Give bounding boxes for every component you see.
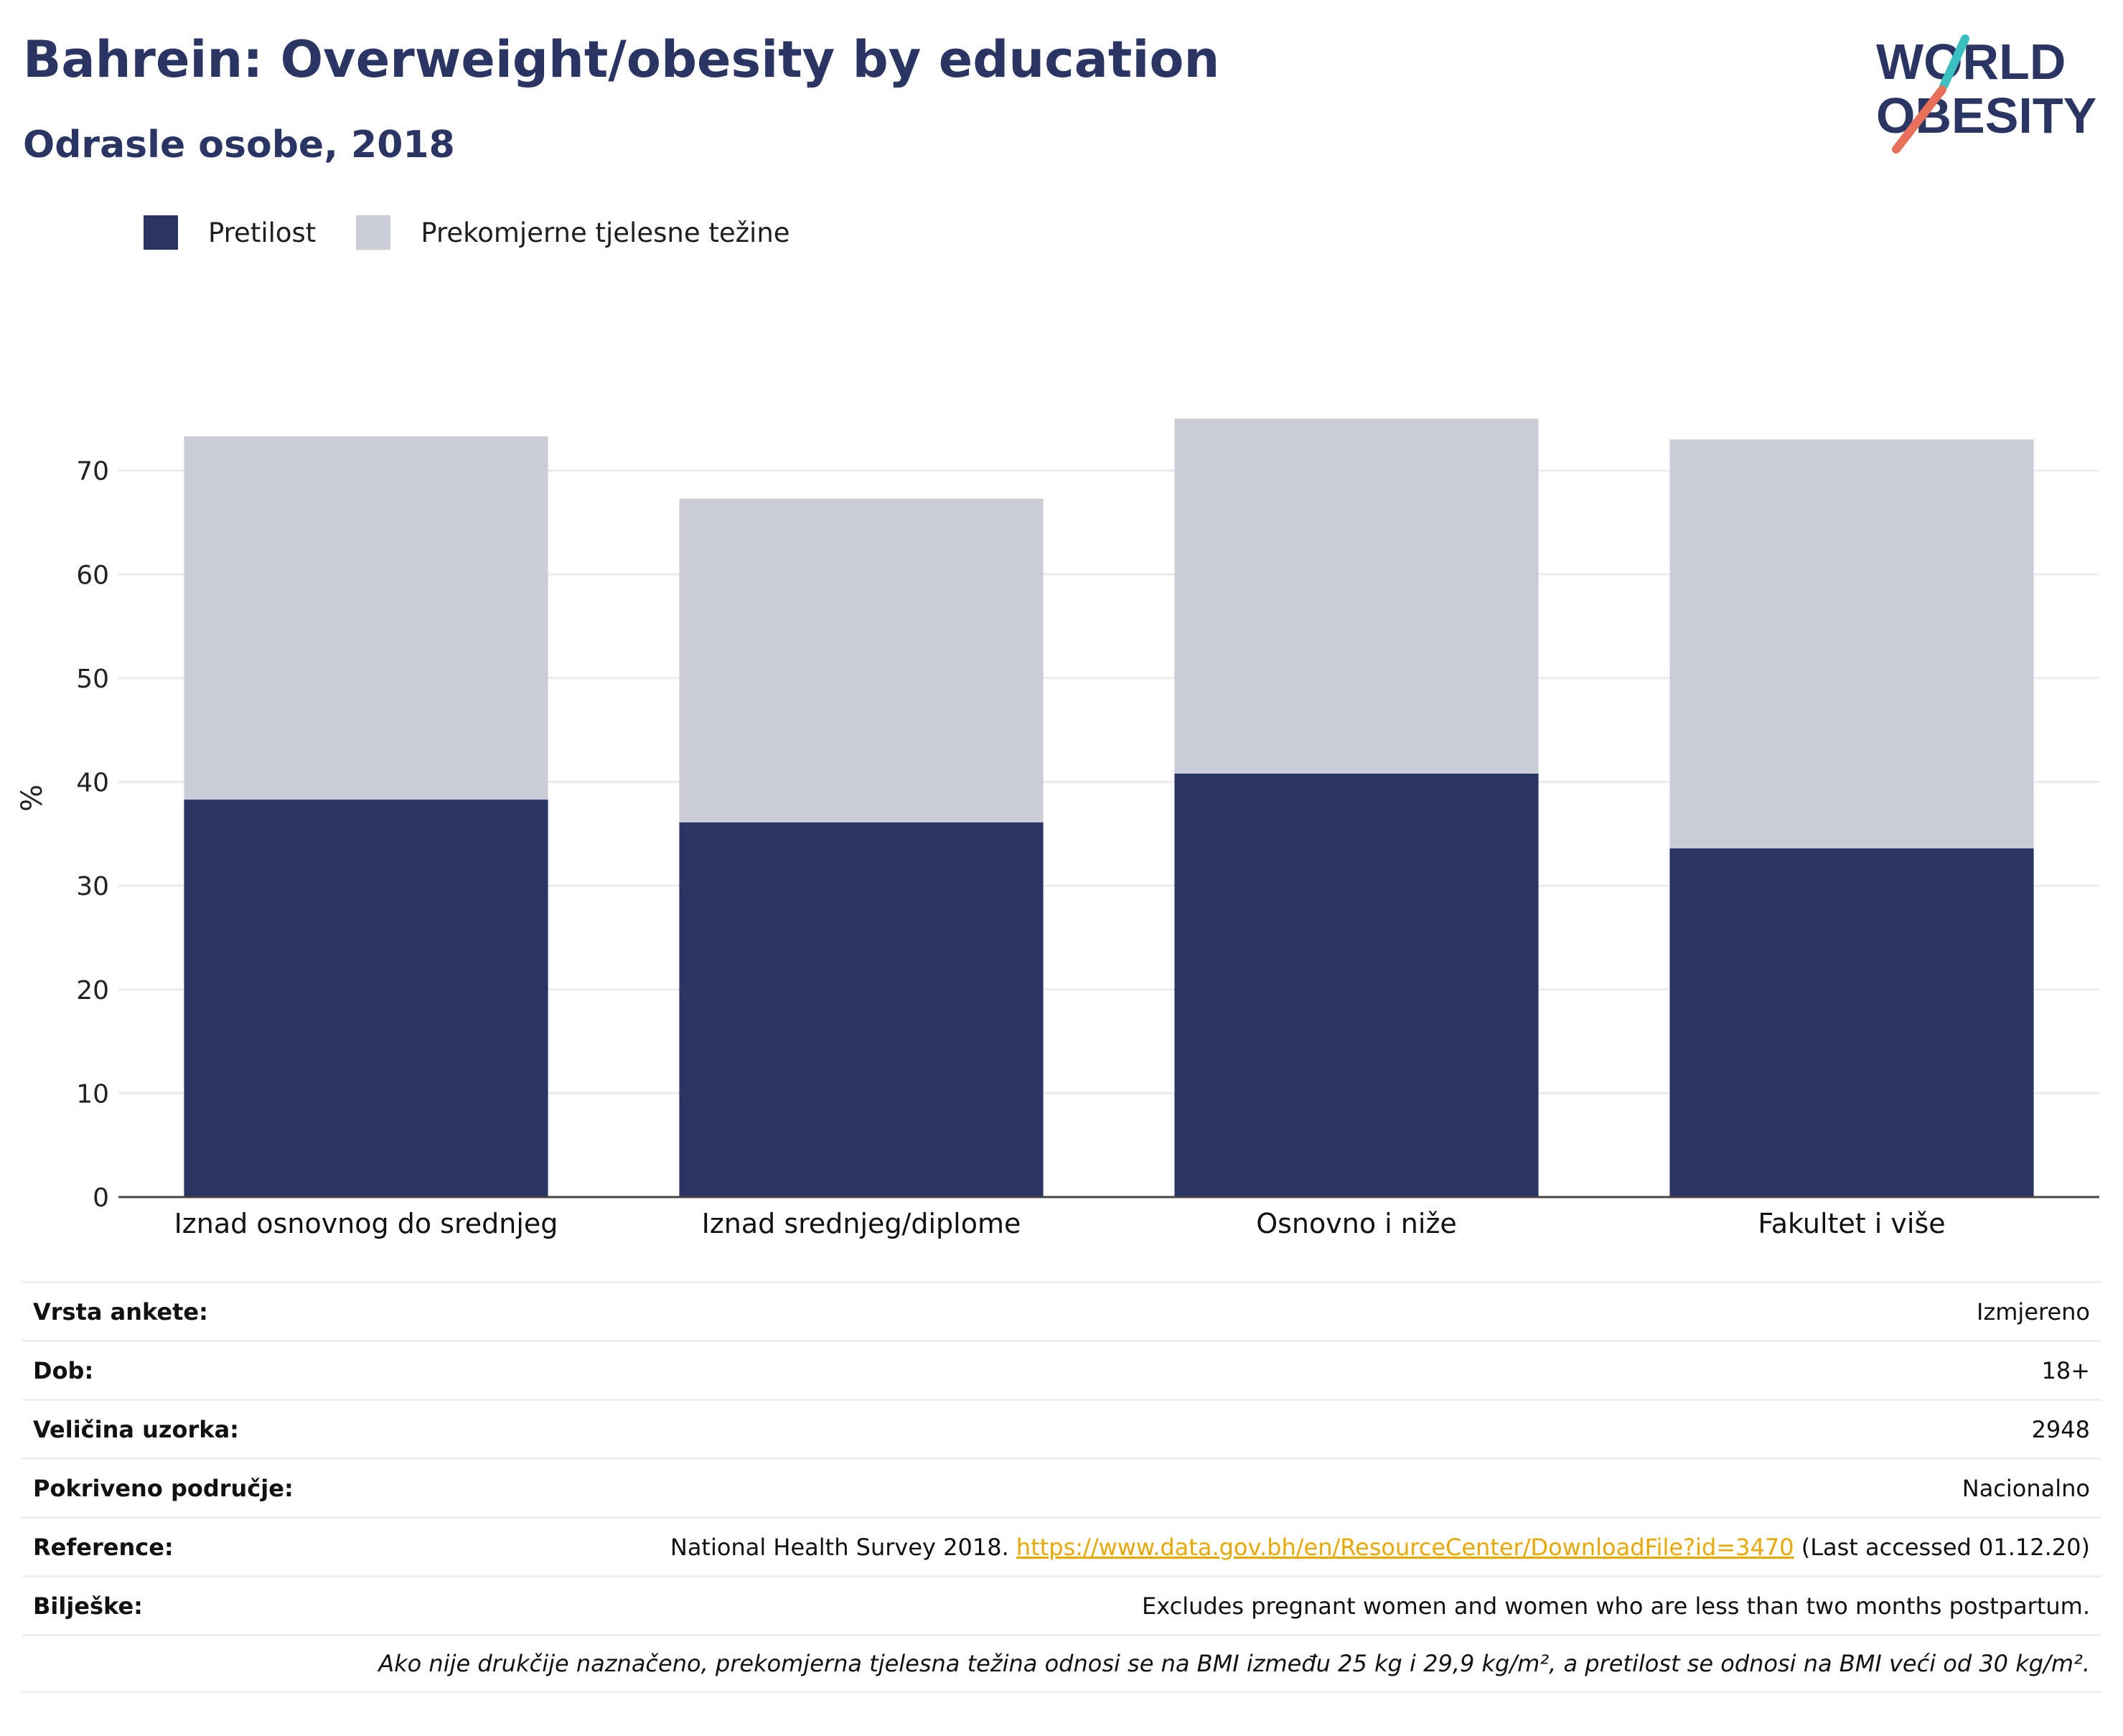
info-key: Bilješke: — [33, 1592, 143, 1620]
chart-title: Bahrein: Overweight/obesity by education — [23, 30, 1220, 89]
info-row-notes: Bilješke: Excludes pregnant women and wo… — [22, 1575, 2101, 1634]
x-tick-label: Iznad osnovnog do srednjeg — [174, 1208, 558, 1239]
info-value: 2948 — [2031, 1415, 2090, 1443]
world-obesity-logo: WORLD OBESITY — [1876, 34, 2096, 154]
legend-item-obesity[interactable]: Pretilost — [144, 215, 316, 250]
info-row-area: Pokriveno područje: Nacionalno — [22, 1458, 2101, 1516]
bar-obesity — [679, 822, 1044, 1197]
info-key: Veličina uzorka: — [33, 1415, 239, 1443]
bar-overweight — [679, 498, 1044, 822]
legend-item-overweight[interactable]: Prekomjerne tjelesne težine — [356, 215, 790, 250]
info-key: Dob: — [33, 1356, 94, 1384]
x-tick-label: Osnovno i niže — [1256, 1208, 1457, 1239]
y-tick-label: 10 — [76, 1079, 109, 1109]
info-row-reference: Reference: National Health Survey 2018. … — [22, 1516, 2101, 1575]
y-tick-label: 30 — [76, 872, 109, 901]
x-tick-label: Fakultet i više — [1758, 1208, 1945, 1239]
info-row-footnote: Ako nije drukčije naznačeno, prekomjerna… — [22, 1634, 2101, 1693]
bar-obesity — [1174, 773, 1539, 1197]
logo-slash-teal — [1939, 34, 1969, 90]
y-tick-label: 20 — [76, 976, 109, 1005]
y-tick-label: 40 — [76, 769, 109, 798]
info-value: Excludes pregnant women and women who ar… — [1142, 1592, 2090, 1620]
y-tick-label: 60 — [76, 560, 109, 590]
legend-label-overweight: Prekomjerne tjelesne težine — [421, 217, 790, 248]
info-key: Pokriveno područje: — [33, 1474, 294, 1502]
logo-line1: WORLD — [1876, 34, 2066, 90]
x-tick-label: Iznad srednjeg/diplome — [702, 1208, 1021, 1239]
reference-value: National Health Survey 2018. https://www… — [670, 1534, 2090, 1561]
bar-overweight — [184, 436, 548, 800]
legend-swatch-obesity — [144, 215, 178, 250]
chart-subtitle: Odrasle osobe, 2018 — [23, 123, 455, 166]
info-value: Nacionalno — [1962, 1474, 2090, 1502]
bar-chart: 0 10 20 30 40 50 60 70% Iznad osnovnog do srednj… — [16, 418, 2099, 1239]
logo-slash-coral — [1892, 85, 1946, 154]
legend-swatch-overweight — [356, 215, 391, 250]
y-axis-title: % — [16, 784, 49, 812]
reference-link[interactable]: https://www.data.gov.bh/en/ResourceCente… — [1016, 1533, 1794, 1561]
legend-label-obesity: Pretilost — [208, 217, 317, 248]
info-value: 18+ — [2041, 1356, 2090, 1384]
bar-overweight — [1669, 439, 2034, 849]
reference-suffix: (Last accessed 01.12.20) — [1801, 1533, 2090, 1561]
chart-legend: Pretilost Prekomjerne tjelesne težine — [144, 214, 830, 251]
info-table: Vrsta ankete: Izmjereno Dob: 18+ Veličin… — [22, 1281, 2101, 1693]
info-row-sample-size: Veličina uzorka: 2948 — [22, 1399, 2101, 1458]
y-tick-label: 70 — [76, 457, 109, 487]
bar-obesity — [184, 799, 548, 1197]
info-row-survey-type: Vrsta ankete: Izmjereno — [22, 1281, 2101, 1340]
y-tick-label: 0 — [93, 1183, 109, 1213]
reference-prefix: National Health Survey 2018. — [670, 1533, 1009, 1561]
info-key: Vrsta ankete: — [33, 1298, 208, 1326]
bar-obesity — [1669, 848, 2034, 1197]
info-row-age: Dob: 18+ — [22, 1340, 2101, 1399]
footnote: Ako nije drukčije naznačeno, prekomjerna… — [378, 1650, 2090, 1677]
y-tick-label: 50 — [76, 665, 109, 694]
info-value: Izmjereno — [1977, 1298, 2090, 1326]
info-key: Reference: — [33, 1533, 174, 1561]
bar-overweight — [1174, 418, 1539, 774]
